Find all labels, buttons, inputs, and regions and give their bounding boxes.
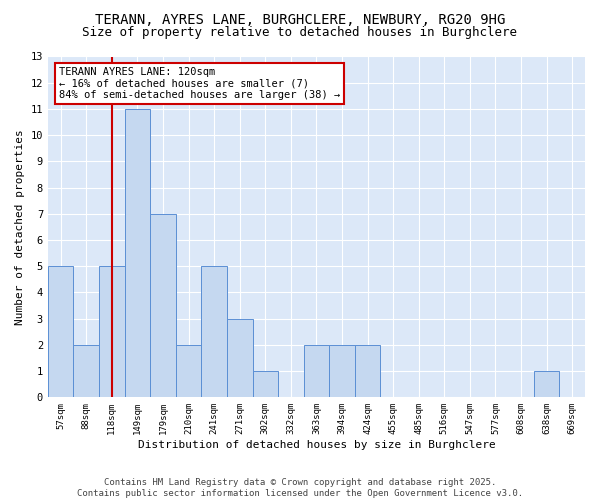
Bar: [329, 345, 355, 398]
Y-axis label: Number of detached properties: Number of detached properties: [15, 129, 25, 325]
Text: TERANN, AYRES LANE, BURGHCLERE, NEWBURY, RG20 9HG: TERANN, AYRES LANE, BURGHCLERE, NEWBURY,…: [95, 12, 505, 26]
Bar: [150, 214, 176, 398]
Bar: [99, 266, 125, 398]
Bar: [534, 371, 559, 398]
Bar: [48, 266, 73, 398]
Bar: [304, 345, 329, 398]
Bar: [125, 109, 150, 398]
X-axis label: Distribution of detached houses by size in Burghclere: Distribution of detached houses by size …: [137, 440, 496, 450]
Bar: [253, 371, 278, 398]
Bar: [227, 318, 253, 398]
Bar: [176, 345, 202, 398]
Text: Contains HM Land Registry data © Crown copyright and database right 2025.
Contai: Contains HM Land Registry data © Crown c…: [77, 478, 523, 498]
Text: TERANN AYRES LANE: 120sqm
← 16% of detached houses are smaller (7)
84% of semi-d: TERANN AYRES LANE: 120sqm ← 16% of detac…: [59, 66, 340, 100]
Text: Size of property relative to detached houses in Burghclere: Size of property relative to detached ho…: [83, 26, 517, 39]
Bar: [202, 266, 227, 398]
Bar: [355, 345, 380, 398]
Bar: [73, 345, 99, 398]
